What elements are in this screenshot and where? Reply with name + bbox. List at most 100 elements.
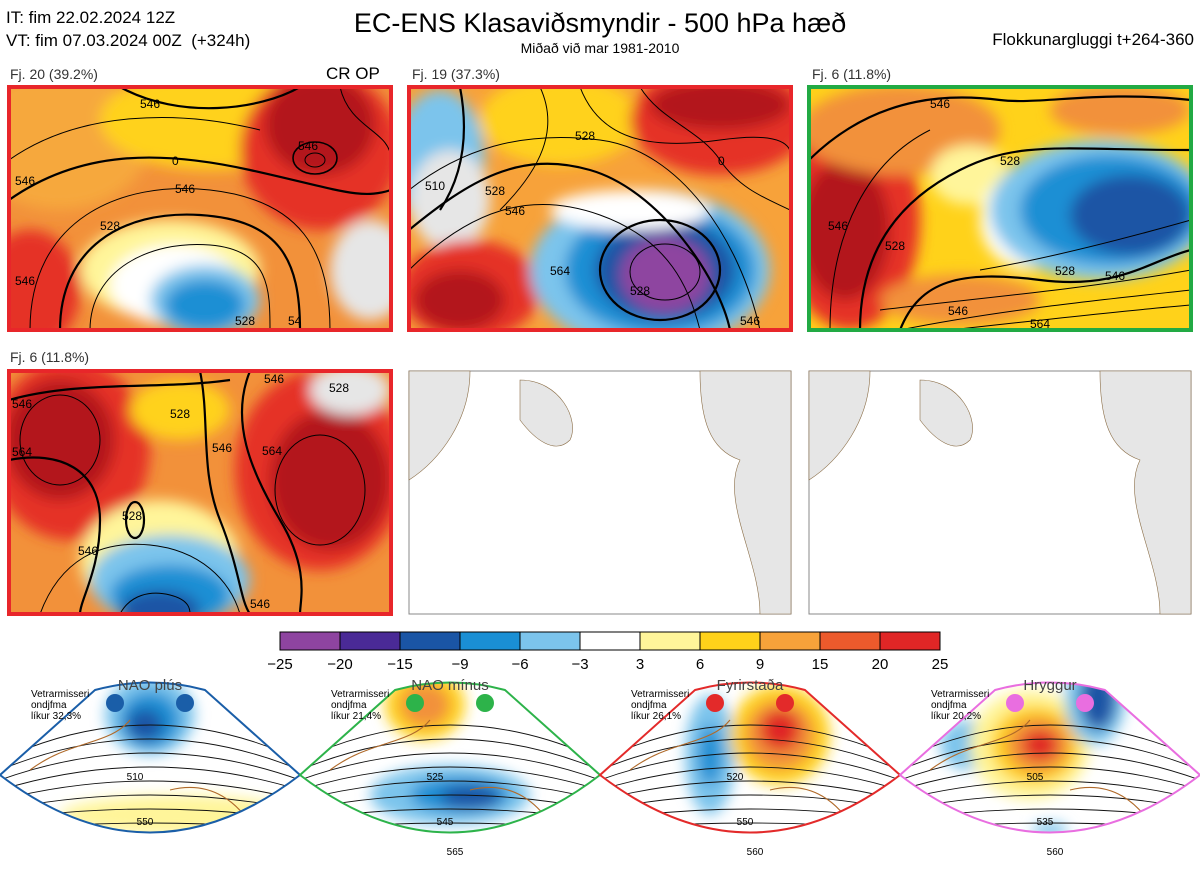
panel-4-contour-label: 546 — [264, 372, 284, 386]
panel-2-contour-label: 528 — [575, 129, 595, 143]
panel-1-op-label: CR OP — [326, 64, 380, 83]
panel-1-border — [7, 85, 393, 332]
colorbar-tick-label: −25 — [267, 656, 292, 673]
regime-note: ondjfma — [631, 700, 667, 711]
colorbar-swatch — [819, 631, 881, 651]
regime-map-2: 525 545 565 NAO mínus Vetrarmisseriondjfmalí… — [298, 677, 602, 858]
regime-contour-label: 535 — [1037, 817, 1054, 828]
colorbar-tick-label: 15 — [812, 656, 829, 673]
panel-2-contour-label: 546 — [740, 314, 760, 328]
panel-3-contour-label: 546 — [828, 219, 848, 233]
colorbar-swatch — [579, 631, 641, 651]
panel-3-border — [807, 85, 1193, 332]
regime-note: líkur 26,1% — [631, 711, 681, 722]
panel-4-map: 546 564 528 546 546 564 528 528 546 546 — [9, 371, 391, 614]
regime-marker — [406, 694, 424, 712]
colorbar-tick-label: −15 — [387, 656, 412, 673]
colorbar-swatch — [339, 631, 401, 651]
colorbar-swatch — [639, 631, 701, 651]
regime-fan-border — [598, 681, 902, 834]
panel-2-contour-label: 510 — [425, 179, 445, 193]
header-info: IT: fim 22.02.2024 12Z VT: fim 07.03.2024… — [6, 6, 250, 52]
regime-marker — [476, 694, 494, 712]
regime-contour-label: 505 — [1027, 772, 1044, 783]
panel-1-contour-label: 0 — [172, 154, 179, 168]
page-title: EC-ENS Klasaviðsmyndir - 500 hPa hæð — [353, 8, 847, 38]
panel-1-contour-label: 546 — [15, 274, 35, 288]
regime-fan-border — [898, 681, 1200, 834]
regime-title: NAO mínus — [411, 677, 489, 694]
page-subtitle: Miðað við mar 1981-2010 — [520, 40, 680, 56]
regime-marker — [776, 694, 794, 712]
panel-4-contour-label: 546 — [78, 544, 98, 558]
colorbar-tick-label: −20 — [327, 656, 352, 673]
panel-4-contour-label: 528 — [122, 509, 142, 523]
colorbar-tick-label: −3 — [571, 656, 588, 673]
panel-3-contour-label: 528 — [885, 239, 905, 253]
colorbar-tick-label: 20 — [872, 656, 889, 673]
regime-contour-label: 560 — [1047, 847, 1064, 858]
regime-contour-label: 520 — [727, 772, 744, 783]
regime-contour-label: 510 — [127, 772, 144, 783]
regime-contour-label: 565 — [447, 847, 464, 858]
colorbar-swatch — [519, 631, 581, 651]
colorbar-tick-label: 9 — [756, 656, 764, 673]
panel-2-contour-label: 528 — [630, 284, 650, 298]
regime-fan-border — [0, 681, 302, 834]
regime-note: ondjfma — [331, 700, 367, 711]
colorbar-swatch — [759, 631, 821, 651]
colorbar-tick-label: −9 — [451, 656, 468, 673]
regime-contour-label: 525 — [427, 772, 444, 783]
panel-2-border — [407, 85, 793, 332]
empty-map-5 — [408, 370, 792, 615]
regime-note: Vetrarmisseri — [331, 689, 389, 700]
panel-4-contour-label: 546 — [212, 441, 232, 455]
regime-note: Vetrarmisseri — [31, 689, 89, 700]
panel-3-contour-label: 546 — [948, 304, 968, 318]
panel-1-contour-label: 546 — [15, 174, 35, 188]
regime-note: ondjfma — [31, 700, 67, 711]
panel-2-map: 510 528 528 546 564 528 546 0 — [409, 87, 791, 330]
panel-1-label: Fj. 20 (39.2%) — [10, 66, 98, 82]
regime-map-4: 505 535 560 Hryggur Vetrarmisseriondjfmalíku… — [898, 677, 1200, 858]
colorbar-tick-label: 6 — [696, 656, 704, 673]
regime-map-3: 520 550 560 Fyrirstaða Vetrarmisseriondjfmal… — [598, 677, 902, 858]
panel-4-contour-label: 564 — [262, 444, 282, 458]
colorbar-swatch — [399, 631, 461, 651]
regime-note: líkur 20,2% — [931, 711, 981, 722]
regime-contour-label: 550 — [737, 817, 754, 828]
regime-contour-label: 545 — [437, 817, 454, 828]
regime-note: Vetrarmisseri — [631, 689, 689, 700]
regime-title: NAO plús — [118, 677, 182, 694]
colorbar-tick-label: −6 — [511, 656, 528, 673]
empty-map-6 — [808, 370, 1192, 615]
panel-1-contour-label: 54 — [288, 314, 302, 328]
panel-2-contour-label: 0 — [718, 154, 725, 168]
panel-4-contour-label: 546 — [250, 597, 270, 611]
regime-fan-border — [298, 681, 602, 834]
panel-1-contour-label: 546 — [140, 97, 160, 111]
panel-1-contour-label: 528 — [100, 219, 120, 233]
colorbar-swatch — [459, 631, 521, 651]
classification-window: Flokkunargluggi t+264-360 — [992, 30, 1194, 49]
panel-4-contour-label: 528 — [170, 407, 190, 421]
panel-3-contour-label: 546 — [1105, 269, 1125, 283]
regime-note: líkur 21,4% — [331, 711, 381, 722]
colorbar-tick-label: 3 — [636, 656, 644, 673]
regime-marker — [1006, 694, 1024, 712]
panel-4-contour-label: 564 — [12, 445, 32, 459]
panel-3-contour-label: 528 — [1000, 154, 1020, 168]
panel-2-contour-label: 546 — [505, 204, 525, 218]
panel-4-border — [7, 369, 393, 616]
colorbar-swatch — [879, 631, 941, 651]
panel-3-contour-label: 546 — [930, 97, 950, 111]
colorbar-swatch — [699, 631, 761, 651]
regime-map-1: 510 550 NAO plús Vetrarmisseriondjfmalíkur … — [0, 677, 302, 834]
panel-2-label: Fj. 19 (37.3%) — [412, 66, 500, 82]
panel-1-contour-label: 528 — [235, 314, 255, 328]
regime-contour-label: 550 — [137, 817, 154, 828]
regime-note: Vetrarmisseri — [931, 689, 989, 700]
panel-4-label: Fj. 6 (11.8%) — [10, 349, 90, 365]
